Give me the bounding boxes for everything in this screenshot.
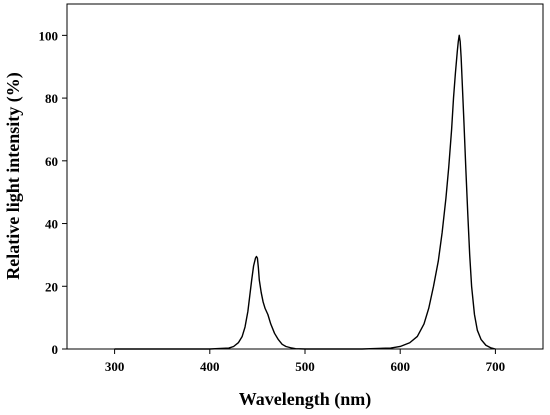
y-tick-label: 20 (45, 279, 58, 294)
y-axis: 0 20 40 60 80 100 (39, 28, 67, 357)
y-tick-label: 80 (45, 91, 58, 106)
x-tick-label: 400 (200, 359, 220, 374)
y-tick-label: 0 (52, 342, 59, 357)
y-tick-label: 60 (45, 154, 58, 169)
y-tick-label: 40 (45, 217, 58, 232)
y-tick-label: 100 (39, 28, 59, 43)
x-tick-label: 500 (295, 359, 315, 374)
x-tick-label: 700 (486, 359, 506, 374)
intensity-line (114, 34, 496, 350)
x-axis-title: Wavelength (nm) (239, 389, 372, 410)
x-tick-label: 300 (105, 359, 125, 374)
x-axis: 300 400 500 600 700 (105, 349, 505, 374)
x-tick-label: 600 (390, 359, 410, 374)
plot-frame (66, 3, 544, 350)
y-axis-title: Relative light intensity (%) (3, 72, 24, 279)
